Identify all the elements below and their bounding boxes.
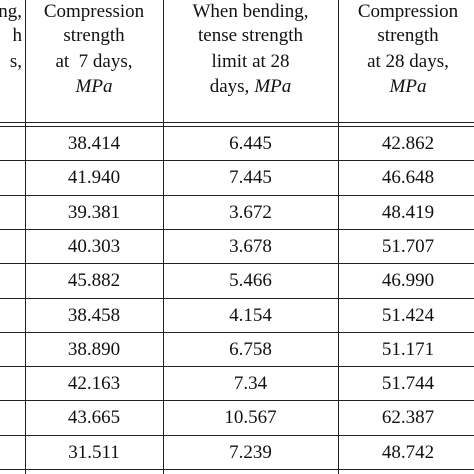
header-line: MPa (338, 77, 474, 97)
cell: 10.567 (224, 407, 277, 429)
cell: 51.744 (381, 373, 435, 395)
cell: 46.648 (381, 167, 435, 189)
cell: 38.414 (67, 133, 121, 154)
header-text: Compression (43, 1, 145, 22)
cell: 48.742 (381, 441, 435, 463)
column-rule (25, 0, 26, 474)
header-text: limit at 28 (211, 51, 290, 72)
header-line: Compression (338, 2, 474, 22)
cell: 46.990 (381, 270, 435, 292)
cell: 3.678 (229, 235, 272, 257)
header-line: tense strength (163, 26, 338, 46)
row-rule (0, 469, 474, 470)
cell: 5.466 (229, 270, 272, 292)
header-text: ng, (0, 1, 22, 22)
header-text: at 7 days, (55, 51, 133, 72)
cell: 42.862 (381, 133, 435, 154)
cell: 7.239 (229, 441, 272, 463)
header-text: days, (209, 76, 250, 97)
header-line: strength (338, 26, 474, 46)
header-text: at 28 days, (367, 51, 449, 72)
cell: 3.672 (229, 201, 272, 223)
header-line: MPa (25, 77, 163, 97)
cell: 7.445 (229, 167, 272, 189)
cell: 51.707 (381, 235, 435, 257)
header-text: h (12, 25, 23, 46)
header-line: s, (0, 52, 22, 72)
header-text: strength (377, 25, 439, 46)
row-rule (0, 366, 474, 367)
cell: 7.34 (233, 373, 268, 395)
header-text: MPa (75, 76, 113, 97)
cell: 51.171 (381, 338, 435, 360)
header-rule (0, 126, 474, 127)
cell: 51.424 (381, 304, 435, 326)
header-text: When bending, (192, 1, 309, 22)
header-line: h (0, 25, 23, 46)
row-rule (0, 298, 474, 299)
cell: 45.882 (67, 270, 121, 292)
row-rule (0, 263, 474, 264)
header-text: tense strength (197, 25, 303, 46)
cell: 39.381 (67, 201, 121, 223)
cell: 6.445 (229, 133, 272, 154)
row-rule (0, 400, 474, 401)
cell: 48.419 (381, 201, 435, 223)
row-rule (0, 332, 474, 333)
row-rule (0, 195, 474, 196)
cell: 40.303 (67, 235, 121, 257)
cell: 43.665 (67, 407, 121, 429)
cell: 41.940 (67, 167, 121, 189)
header-line: limit at 28 (163, 52, 338, 72)
cell: 31.511 (68, 441, 120, 463)
header-text: MPa (389, 76, 427, 97)
cell: 38.458 (67, 304, 121, 326)
row-rule (0, 229, 474, 230)
cell: 4.154 (229, 304, 272, 326)
cell: 62.387 (381, 407, 435, 429)
header-text: strength (63, 25, 125, 46)
header-line: Compression (25, 2, 163, 22)
column-rule (163, 0, 164, 474)
header-line: strength (25, 26, 163, 46)
cell: 6.758 (229, 338, 272, 360)
header-line: When bending, (163, 2, 338, 22)
header-line: at 28 days, (338, 52, 474, 72)
header-line: days, MPa (163, 77, 338, 97)
header-text: s, (9, 51, 22, 72)
header-text: MPa (254, 76, 292, 97)
header-rule (0, 122, 474, 123)
row-rule (0, 160, 474, 161)
header-text: Compression (357, 1, 459, 22)
header-line: ng, (0, 2, 22, 22)
header-line: at 7 days, (25, 52, 163, 72)
cell: 38.890 (67, 338, 121, 360)
column-rule (338, 0, 339, 474)
row-rule (0, 435, 474, 436)
cell: 42.163 (67, 373, 121, 395)
